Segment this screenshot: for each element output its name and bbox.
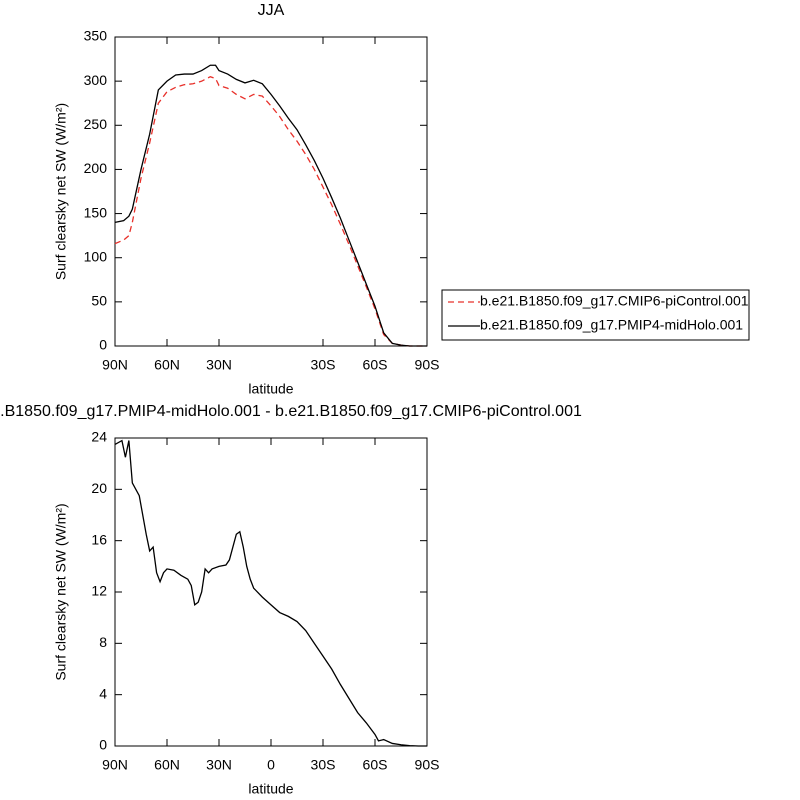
x-tick-label: 60S	[363, 757, 388, 773]
y-tick-label: 8	[99, 634, 107, 650]
y-tick-label: 350	[84, 28, 108, 44]
data-line	[114, 76, 427, 347]
y-tick-label: 0	[99, 737, 107, 753]
y-tick-label: 300	[84, 72, 108, 88]
y-tick-label: 4	[99, 685, 107, 701]
x-axis-label: latitude	[248, 781, 293, 797]
x-tick-label: 90N	[102, 357, 128, 373]
x-tick-label: 30N	[206, 757, 232, 773]
x-tick-label: 60S	[363, 357, 388, 373]
y-tick-label: 12	[91, 583, 107, 599]
legend-label: b.e21.B1850.f09_g17.CMIP6-piControl.001	[480, 293, 749, 309]
legend-label: b.e21.B1850.f09_g17.PMIP4-midHolo.001	[480, 317, 743, 333]
y-tick-label: 200	[84, 160, 108, 176]
x-tick-label: 60N	[154, 357, 180, 373]
y-tick-label: 100	[84, 248, 108, 264]
y-tick-label: 16	[91, 531, 107, 547]
y-tick-label: 150	[84, 204, 108, 220]
plot-frame	[114, 36, 428, 347]
data-line	[114, 439, 427, 747]
y-tick-label: 50	[91, 293, 107, 309]
x-tick-label: 90S	[415, 357, 440, 373]
chart-title: JJA	[258, 2, 285, 19]
x-tick-label: 30S	[311, 357, 336, 373]
x-tick-label: 90N	[102, 757, 128, 773]
x-axis-label: latitude	[248, 381, 293, 397]
y-tick-label: 24	[91, 429, 107, 445]
x-tick-label: 30N	[206, 357, 232, 373]
x-tick-label: 30S	[311, 757, 336, 773]
y-axis-label: Surf clearsky net SW (W/m²)	[53, 503, 69, 680]
x-tick-label: 90S	[415, 757, 440, 773]
y-tick-label: 0	[99, 337, 107, 353]
data-line	[114, 64, 427, 347]
y-axis-label: Surf clearsky net SW (W/m²)	[53, 103, 69, 280]
plot-frame	[114, 437, 428, 747]
chart-title: b.e21.B1850.f09_g17.PMIP4-midHolo.001 - …	[0, 403, 582, 420]
x-tick-label: 60N	[154, 757, 180, 773]
y-tick-label: 250	[84, 116, 108, 132]
x-tick-label: 0	[267, 757, 275, 773]
y-tick-label: 20	[91, 480, 107, 496]
legend-box	[441, 289, 750, 341]
